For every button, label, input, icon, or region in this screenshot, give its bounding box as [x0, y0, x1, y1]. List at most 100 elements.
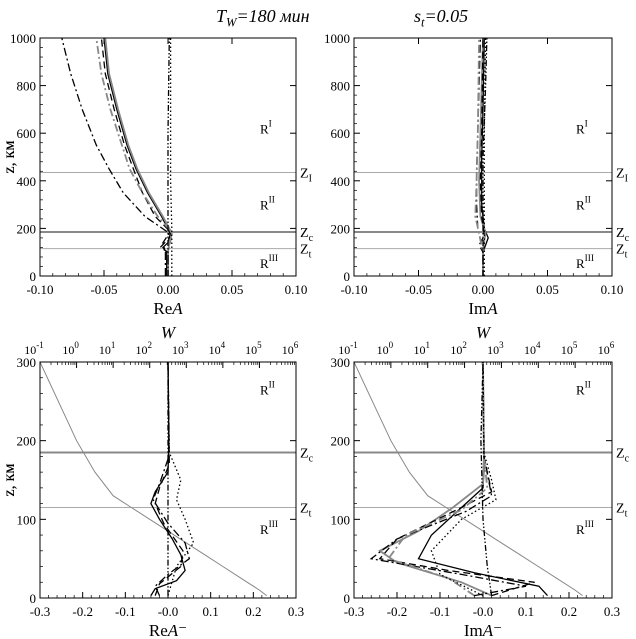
top-tick-label: 106	[598, 340, 615, 357]
x-tick-label: 0.1	[203, 604, 219, 619]
hline-label: Zc	[300, 226, 314, 244]
x-tick-label: -0.05	[90, 282, 117, 297]
region-label: RIII	[260, 520, 278, 537]
top-tick-label: 100	[377, 340, 394, 357]
series-line-dotted	[167, 362, 195, 596]
w-profile-line	[354, 362, 583, 597]
hline-label: Zc	[300, 446, 314, 464]
series-line-dashed	[100, 38, 172, 276]
series-line-dashdot	[95, 38, 173, 276]
y-tick-label: 600	[331, 126, 351, 141]
x-tick-label: 0.00	[472, 282, 495, 297]
series-line-solid	[104, 38, 173, 276]
x-tick-label: 0.2	[245, 604, 261, 619]
region-label: RIII	[260, 254, 278, 271]
hline-label: Zc	[616, 226, 630, 244]
series-line-dashdotdot	[480, 362, 493, 596]
hline-label: Zt	[300, 243, 312, 261]
y-tick-label: 800	[17, 79, 37, 94]
w-profile-line	[40, 362, 268, 596]
series-line-dotted	[430, 362, 497, 597]
region-label: RII	[576, 381, 591, 398]
x-tick-label: 0.10	[285, 282, 308, 297]
x-tick-label: -0.3	[344, 604, 365, 619]
x-tick-label: 0.10	[601, 282, 624, 297]
top-tick-label: 102	[450, 340, 467, 357]
y-tick-label: 200	[17, 221, 37, 236]
series-line-solid	[378, 362, 492, 597]
x-axis-label: ReA⁻	[149, 621, 187, 639]
x-tick-label: -0.05	[405, 282, 432, 297]
top-tick-label: 103	[487, 340, 504, 357]
top-tick-label: 104	[209, 340, 226, 357]
x-axis-label: ImA	[468, 299, 498, 318]
region-label: RII	[576, 196, 591, 213]
x-tick-label: -0.1	[430, 604, 451, 619]
y-tick-label: 800	[331, 79, 351, 94]
x-tick-label: -0.0	[473, 604, 494, 619]
x-tick-label: -0.1	[115, 604, 136, 619]
y-tick-label: 200	[331, 434, 351, 449]
chart-panel-bottom-right: Zc Zt 10-1 100 101 102 103 104 105 106 W -0.3 -0.2 -0…	[1, 323, 630, 639]
x-tick-label: 0.3	[288, 604, 304, 619]
x-tick-label: 0.05	[221, 282, 244, 297]
y-tick-label: 1000	[10, 31, 36, 46]
hline-label: ZI	[616, 166, 628, 184]
header-right: st=0.05	[414, 6, 469, 30]
x-tick-label: -0.10	[26, 282, 53, 297]
top-axis-label: W	[476, 323, 492, 342]
x-tick-label: 0.3	[604, 604, 620, 619]
region-label: RIII	[576, 520, 594, 537]
y-axis-label: z, км	[1, 141, 18, 174]
top-tick-label: 103	[172, 340, 189, 357]
y-tick-label: 400	[17, 174, 37, 189]
region-label: RIII	[576, 254, 594, 271]
y-axis-label: z, км	[1, 464, 18, 497]
series-line-dashed	[478, 38, 485, 276]
top-tick-label: 101	[413, 340, 430, 357]
top-axis-label: W	[161, 323, 177, 342]
series-line-dashdot	[369, 362, 527, 597]
x-tick-label: 0.1	[518, 604, 534, 619]
y-tick-label: 100	[17, 512, 37, 527]
y-tick-label: 400	[331, 174, 351, 189]
series-line-dashed	[378, 362, 535, 597]
top-tick-label: 10-1	[24, 340, 44, 357]
y-axis-label: z, км	[1, 464, 18, 497]
top-tick-label: 100	[62, 340, 79, 357]
x-tick-label: -0.10	[340, 282, 367, 297]
series-line-dashdotdot	[167, 38, 170, 276]
region-label: RII	[260, 381, 275, 398]
x-tick-label: -0.0	[158, 604, 179, 619]
top-tick-label: 105	[561, 340, 578, 357]
y-tick-label: 0	[30, 269, 37, 284]
top-tick-label: 106	[282, 340, 299, 357]
series-line-dashdotdot	[482, 38, 488, 276]
y-tick-label: 0	[344, 591, 351, 606]
x-tick-label: -0.3	[30, 604, 51, 619]
x-axis-label: ImA⁻	[464, 621, 502, 639]
series-line-dashdot	[386, 362, 489, 597]
hline-label: Zt	[616, 243, 628, 261]
chart-panel-bottom-left: Zc Zt 10-1 100 101 102 103 104 105 106 W -0.3 -0.2 -0…	[1, 323, 314, 639]
y-tick-label: 200	[17, 434, 37, 449]
y-tick-label: 1000	[324, 31, 350, 46]
x-tick-label: -0.2	[72, 604, 93, 619]
hline-label: ZI	[300, 166, 312, 184]
region-label: RI	[576, 119, 588, 136]
region-label: RII	[260, 196, 275, 213]
y-axis-label: z, км	[1, 141, 18, 174]
top-tick-label: 102	[135, 340, 152, 357]
x-tick-label: 0.2	[561, 604, 577, 619]
series-line-dashed	[154, 362, 184, 596]
x-tick-label: 0.00	[157, 282, 180, 297]
hline-label: Zt	[300, 502, 312, 520]
series-line-dashdot	[152, 362, 191, 596]
y-tick-label: 600	[17, 126, 37, 141]
region-label: RI	[260, 119, 272, 136]
series-line-dashdot	[61, 38, 171, 276]
y-tick-label: 300	[17, 355, 37, 370]
